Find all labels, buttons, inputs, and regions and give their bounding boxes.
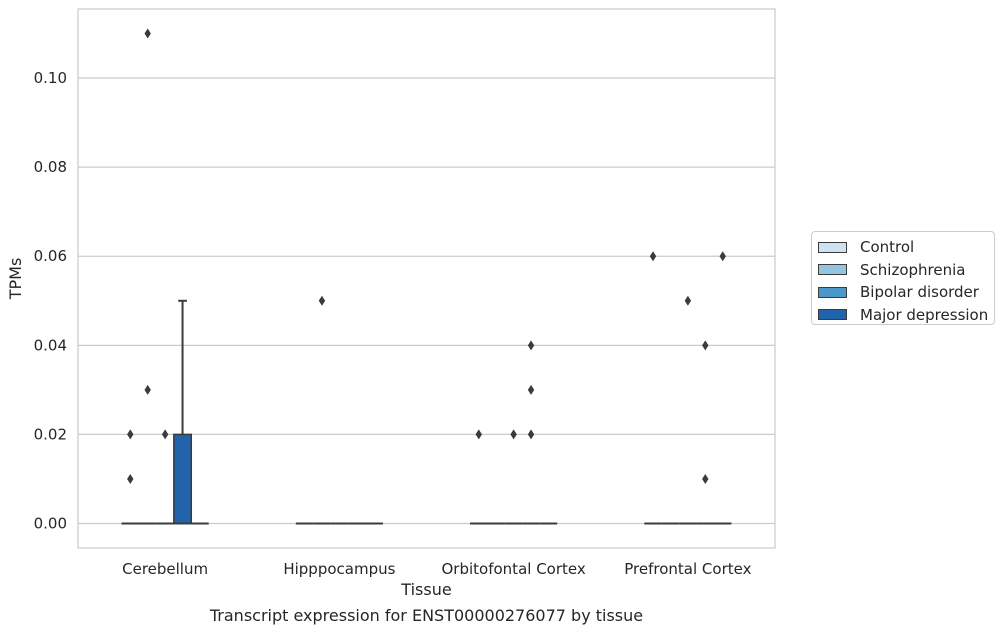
outlier-point xyxy=(144,384,151,395)
legend-swatch xyxy=(818,264,847,276)
chart-title: Transcript expression for ENST0000027607… xyxy=(209,606,644,625)
legend-swatch xyxy=(818,286,847,298)
outlier-point xyxy=(684,295,692,306)
legend-item: Major depression xyxy=(818,304,994,327)
outlier-point xyxy=(527,340,535,351)
legend-label: Control xyxy=(860,238,915,257)
legend-swatch xyxy=(818,309,847,321)
x-tick-label: Prefrontal Cortex xyxy=(624,560,751,578)
legend-item: Schizophrenia xyxy=(818,259,994,282)
x-tick-label: Orbitofontal Cortex xyxy=(442,560,586,578)
box-series-4-3 xyxy=(714,251,732,525)
outlier-point xyxy=(719,251,726,262)
outlier-point xyxy=(702,473,709,484)
box-schizophrenia-1 xyxy=(313,295,331,525)
legend-item: Control xyxy=(818,236,994,259)
y-tick-label: 0.06 xyxy=(34,247,67,265)
outlier-point xyxy=(649,251,657,262)
box-schizophrenia-0 xyxy=(138,28,157,525)
legend-swatch xyxy=(818,241,847,253)
x-axis-label: Tissue xyxy=(400,580,451,599)
outlier-point xyxy=(527,429,535,440)
y-tick-label: 0.04 xyxy=(34,336,67,354)
y-axis-label: TPMs xyxy=(6,258,25,301)
box-bipolar-disorder-0 xyxy=(156,429,174,525)
box-marks xyxy=(121,28,732,525)
box-bipolar-disorder-3 xyxy=(679,295,697,525)
y-tick-label: 0.08 xyxy=(34,158,67,176)
x-tick-label: Hipppocampus xyxy=(283,560,395,578)
box-major-depression-0 xyxy=(173,299,193,525)
y-tick-label: 0.00 xyxy=(34,515,67,533)
x-tick-label: Cerebellum xyxy=(122,560,208,578)
plot-area xyxy=(77,8,776,549)
legend-item: Bipolar disorder xyxy=(818,281,994,304)
y-tick-labels: 0.00 0.02 0.04 0.06 0.08 0.10 xyxy=(34,69,67,532)
box-control-2 xyxy=(470,429,488,525)
legend: Control Schizophrenia Bipolar disorder Majo… xyxy=(811,231,995,325)
outlier-point xyxy=(318,295,326,306)
y-tick-label: 0.02 xyxy=(34,425,67,443)
outlier-point xyxy=(127,473,134,484)
outlier-point xyxy=(527,384,535,395)
box xyxy=(173,433,193,525)
outlier-point xyxy=(510,429,517,440)
outlier-point xyxy=(144,28,151,39)
y-tick-label: 0.10 xyxy=(34,69,67,87)
box-major-depression-2 xyxy=(522,340,540,525)
outlier-point xyxy=(702,340,709,351)
box-control-3 xyxy=(644,251,662,525)
box-bipolar-disorder-2 xyxy=(504,429,523,525)
legend-label: Bipolar disorder xyxy=(860,283,979,302)
x-tick-labels: Cerebellum Hipppocampus Orbitofontal Corte… xyxy=(122,560,751,578)
outlier-point xyxy=(475,429,482,440)
outlier-point xyxy=(161,429,169,440)
legend-label: Major depression xyxy=(860,305,989,324)
legend-label: Schizophrenia xyxy=(860,260,966,279)
outlier-point xyxy=(127,429,134,440)
box-control-0 xyxy=(121,429,139,525)
box-major-depression-3 xyxy=(696,340,715,525)
